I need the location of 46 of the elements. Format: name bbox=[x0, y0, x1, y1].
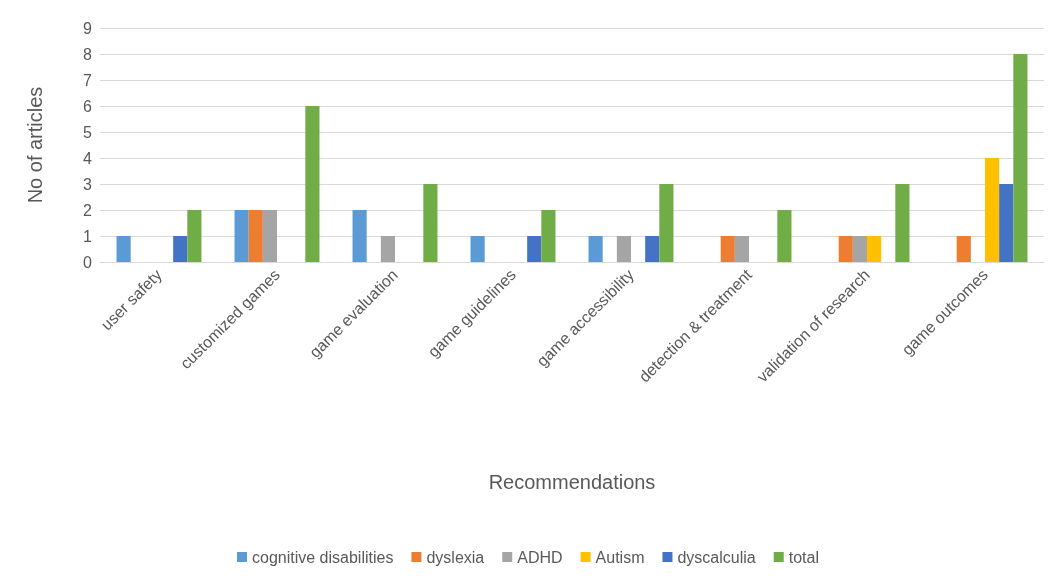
legend-label: total bbox=[788, 548, 819, 566]
bar bbox=[616, 236, 631, 262]
bar bbox=[527, 236, 542, 262]
y-tick-label: 8 bbox=[83, 45, 93, 63]
bar bbox=[380, 236, 395, 262]
bar bbox=[248, 210, 263, 262]
y-tick-label: 3 bbox=[83, 175, 93, 193]
y-axis-title: No of articles bbox=[24, 86, 46, 204]
bar bbox=[852, 236, 867, 262]
bar bbox=[999, 184, 1014, 262]
bar bbox=[352, 210, 367, 262]
bar bbox=[234, 210, 249, 262]
legend-label: dyslexia bbox=[426, 548, 485, 566]
y-tick-label: 6 bbox=[83, 97, 93, 115]
bar bbox=[720, 236, 735, 262]
bar bbox=[1013, 54, 1028, 262]
bar bbox=[187, 210, 202, 262]
bar bbox=[777, 210, 792, 262]
bar bbox=[659, 184, 674, 262]
bar bbox=[838, 236, 853, 262]
y-tick-label: 2 bbox=[83, 201, 93, 219]
bar bbox=[305, 106, 320, 262]
y-tick-label: 7 bbox=[83, 71, 93, 89]
legend-label: Autism bbox=[595, 548, 645, 566]
x-axis-title: Recommendations bbox=[488, 471, 656, 493]
y-tick-label: 0 bbox=[83, 253, 93, 271]
y-tick-label: 1 bbox=[83, 227, 93, 245]
legend-label: dyscalculia bbox=[677, 548, 756, 566]
bar bbox=[541, 210, 556, 262]
bar bbox=[588, 236, 603, 262]
bar bbox=[895, 184, 910, 262]
bar bbox=[867, 236, 882, 262]
y-tick-label: 5 bbox=[83, 123, 93, 141]
bar bbox=[985, 158, 1000, 262]
bar bbox=[956, 236, 971, 262]
bar bbox=[262, 210, 277, 262]
bar bbox=[116, 236, 131, 262]
y-tick-label: 4 bbox=[83, 149, 93, 167]
bar bbox=[470, 236, 485, 262]
legend-label: ADHD bbox=[517, 548, 563, 566]
bar bbox=[645, 236, 660, 262]
y-tick-label: 9 bbox=[83, 19, 93, 37]
legend-label: cognitive disabilities bbox=[252, 548, 394, 566]
bar bbox=[173, 236, 188, 262]
bar bbox=[423, 184, 438, 262]
bar bbox=[734, 236, 749, 262]
